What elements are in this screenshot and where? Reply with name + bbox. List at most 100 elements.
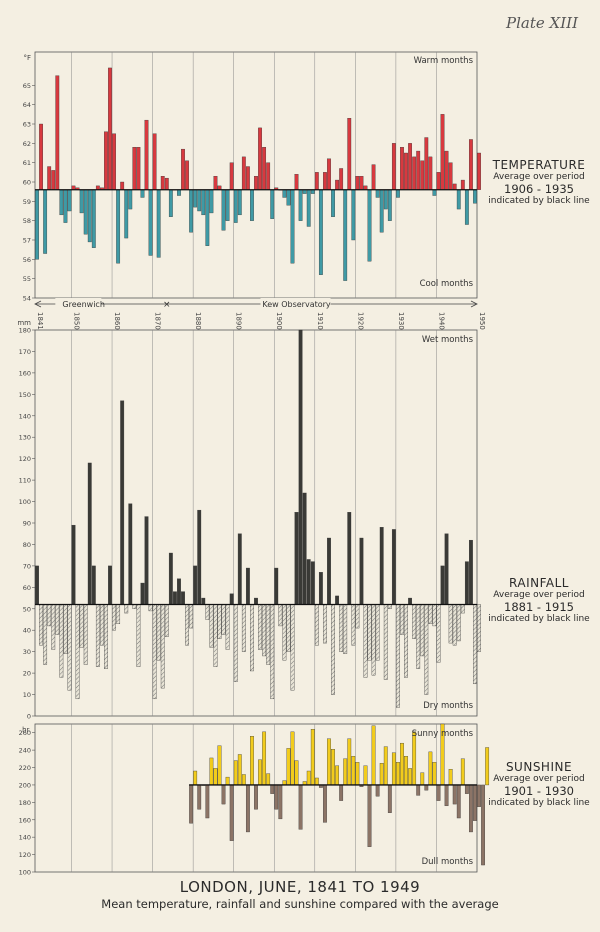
temperature-bar <box>379 189 384 233</box>
sunshine-bar <box>448 769 453 786</box>
rainfall-ytick-label: 90 <box>23 520 31 528</box>
temperature-bar <box>460 179 465 190</box>
rainfall-bar <box>185 604 189 646</box>
temperature-bar <box>254 176 258 190</box>
sunshine-bar <box>310 729 315 786</box>
temperature-legend: TEMPERATURE Average over period 1906 - 1… <box>478 158 600 206</box>
temperature-bar <box>177 189 181 196</box>
rainfall-ytick-label: 40 <box>23 627 31 635</box>
sunshine-bar <box>189 784 194 824</box>
sunshine-bar <box>387 784 392 813</box>
sunshine-frame <box>34 723 478 873</box>
sunshine-bar <box>339 784 344 801</box>
sunshine-bar <box>428 751 433 786</box>
year-tick-label: 1920 <box>356 312 364 330</box>
temperature-bar <box>424 137 429 190</box>
sunshine-bar <box>262 731 267 786</box>
sunshine-bar <box>237 754 242 786</box>
sunshine-ytick-label: 120 <box>19 851 31 859</box>
rainfall-bar <box>140 582 145 605</box>
temperature-ytick-label: 65 <box>23 82 31 90</box>
temperature-bar <box>387 189 392 221</box>
rainfall-bar <box>428 604 433 624</box>
rainfall-ytick-label: 100 <box>19 498 31 506</box>
temperature-bar <box>266 162 271 190</box>
temperature-bar <box>428 156 433 190</box>
rainfall-bar <box>83 604 88 665</box>
temperature-bar <box>420 160 425 190</box>
sunshine-bar <box>290 731 295 786</box>
temperature-bar <box>294 174 299 190</box>
temperature-bar <box>160 176 165 190</box>
rainfall-bar <box>245 567 250 605</box>
rainfall-bar <box>221 604 226 635</box>
rainfall-bar <box>258 604 262 650</box>
temperature-bar <box>168 189 173 217</box>
temperature-label-above: Warm months <box>414 56 474 66</box>
rainfall-bar <box>241 604 246 652</box>
temperature-ytick-label: 55 <box>23 275 31 283</box>
temperature-bar <box>355 176 360 190</box>
rainfall-bar <box>229 593 234 605</box>
year-tick-label: 1940 <box>437 312 445 330</box>
temperature-label-below: Cool months <box>420 279 474 289</box>
sunshine-bar <box>432 762 437 786</box>
rainfall-bar <box>177 578 181 605</box>
rainfall-bar <box>339 604 344 652</box>
sunshine-ytick-label: 140 <box>19 834 31 842</box>
temperature-bar <box>185 160 189 190</box>
rainfall-bar <box>51 604 56 650</box>
temperature-ytick-label: 61 <box>23 159 31 167</box>
year-tick-label: 1841 <box>36 312 44 330</box>
sunshine-bar <box>197 784 202 810</box>
sunshine-bar <box>306 770 311 786</box>
rainfall-bar <box>91 565 96 605</box>
rainfall-ytick-label: 60 <box>23 584 31 592</box>
rainfall-bar <box>233 604 238 682</box>
sunshine-bar <box>436 784 441 801</box>
temperature-avg-line: Average over period <box>493 172 585 182</box>
temperature-bar <box>39 123 43 190</box>
sunshine-bar <box>416 784 421 796</box>
year-tick-label: 1890 <box>235 312 243 330</box>
sunshine-bar <box>473 784 477 821</box>
year-tick-label: 1860 <box>113 312 121 330</box>
rainfall-bar <box>79 604 84 648</box>
temperature-bar <box>367 189 372 262</box>
sunshine-bar <box>254 784 258 810</box>
rainfall-bar <box>286 604 291 652</box>
rainfall-bar <box>379 527 384 605</box>
rainfall-bar <box>473 604 477 685</box>
sunshine-ytick-label: 200 <box>19 781 31 789</box>
temperature-bar <box>262 147 267 190</box>
temperature-bar <box>91 189 96 248</box>
rainfall-bar <box>254 597 258 605</box>
rainfall-bar <box>396 604 400 708</box>
temperature-bar <box>343 189 348 281</box>
sunshine-bar <box>375 784 380 797</box>
rainfall-bar <box>452 604 457 646</box>
rainfall-bar <box>148 604 153 612</box>
temperature-bar <box>213 176 218 190</box>
rainfall-bar <box>75 604 80 700</box>
rainfall-bar <box>416 604 421 669</box>
sunshine-bar <box>347 738 352 786</box>
rainfall-bar <box>444 533 449 605</box>
rainfall-ytick-label: 50 <box>23 605 31 613</box>
temperature-bar <box>383 189 388 210</box>
rainfall-bar <box>108 565 112 605</box>
plate-label: Plate XIII <box>506 14 578 32</box>
sunshine-bar <box>396 762 400 786</box>
temperature-bar <box>229 162 234 190</box>
rainfall-bar <box>290 604 295 691</box>
sunshine-bar <box>294 760 299 786</box>
station-label-bg <box>55 298 102 308</box>
temperature-bar <box>120 181 125 190</box>
sunshine-bar <box>424 784 429 791</box>
rainfall-bar <box>237 533 242 605</box>
temperature-bar <box>270 189 275 219</box>
rainfall-bar <box>168 552 173 605</box>
rainfall-bar <box>371 604 376 676</box>
sunshine-bar <box>351 756 356 786</box>
rainfall-bar <box>136 604 141 667</box>
